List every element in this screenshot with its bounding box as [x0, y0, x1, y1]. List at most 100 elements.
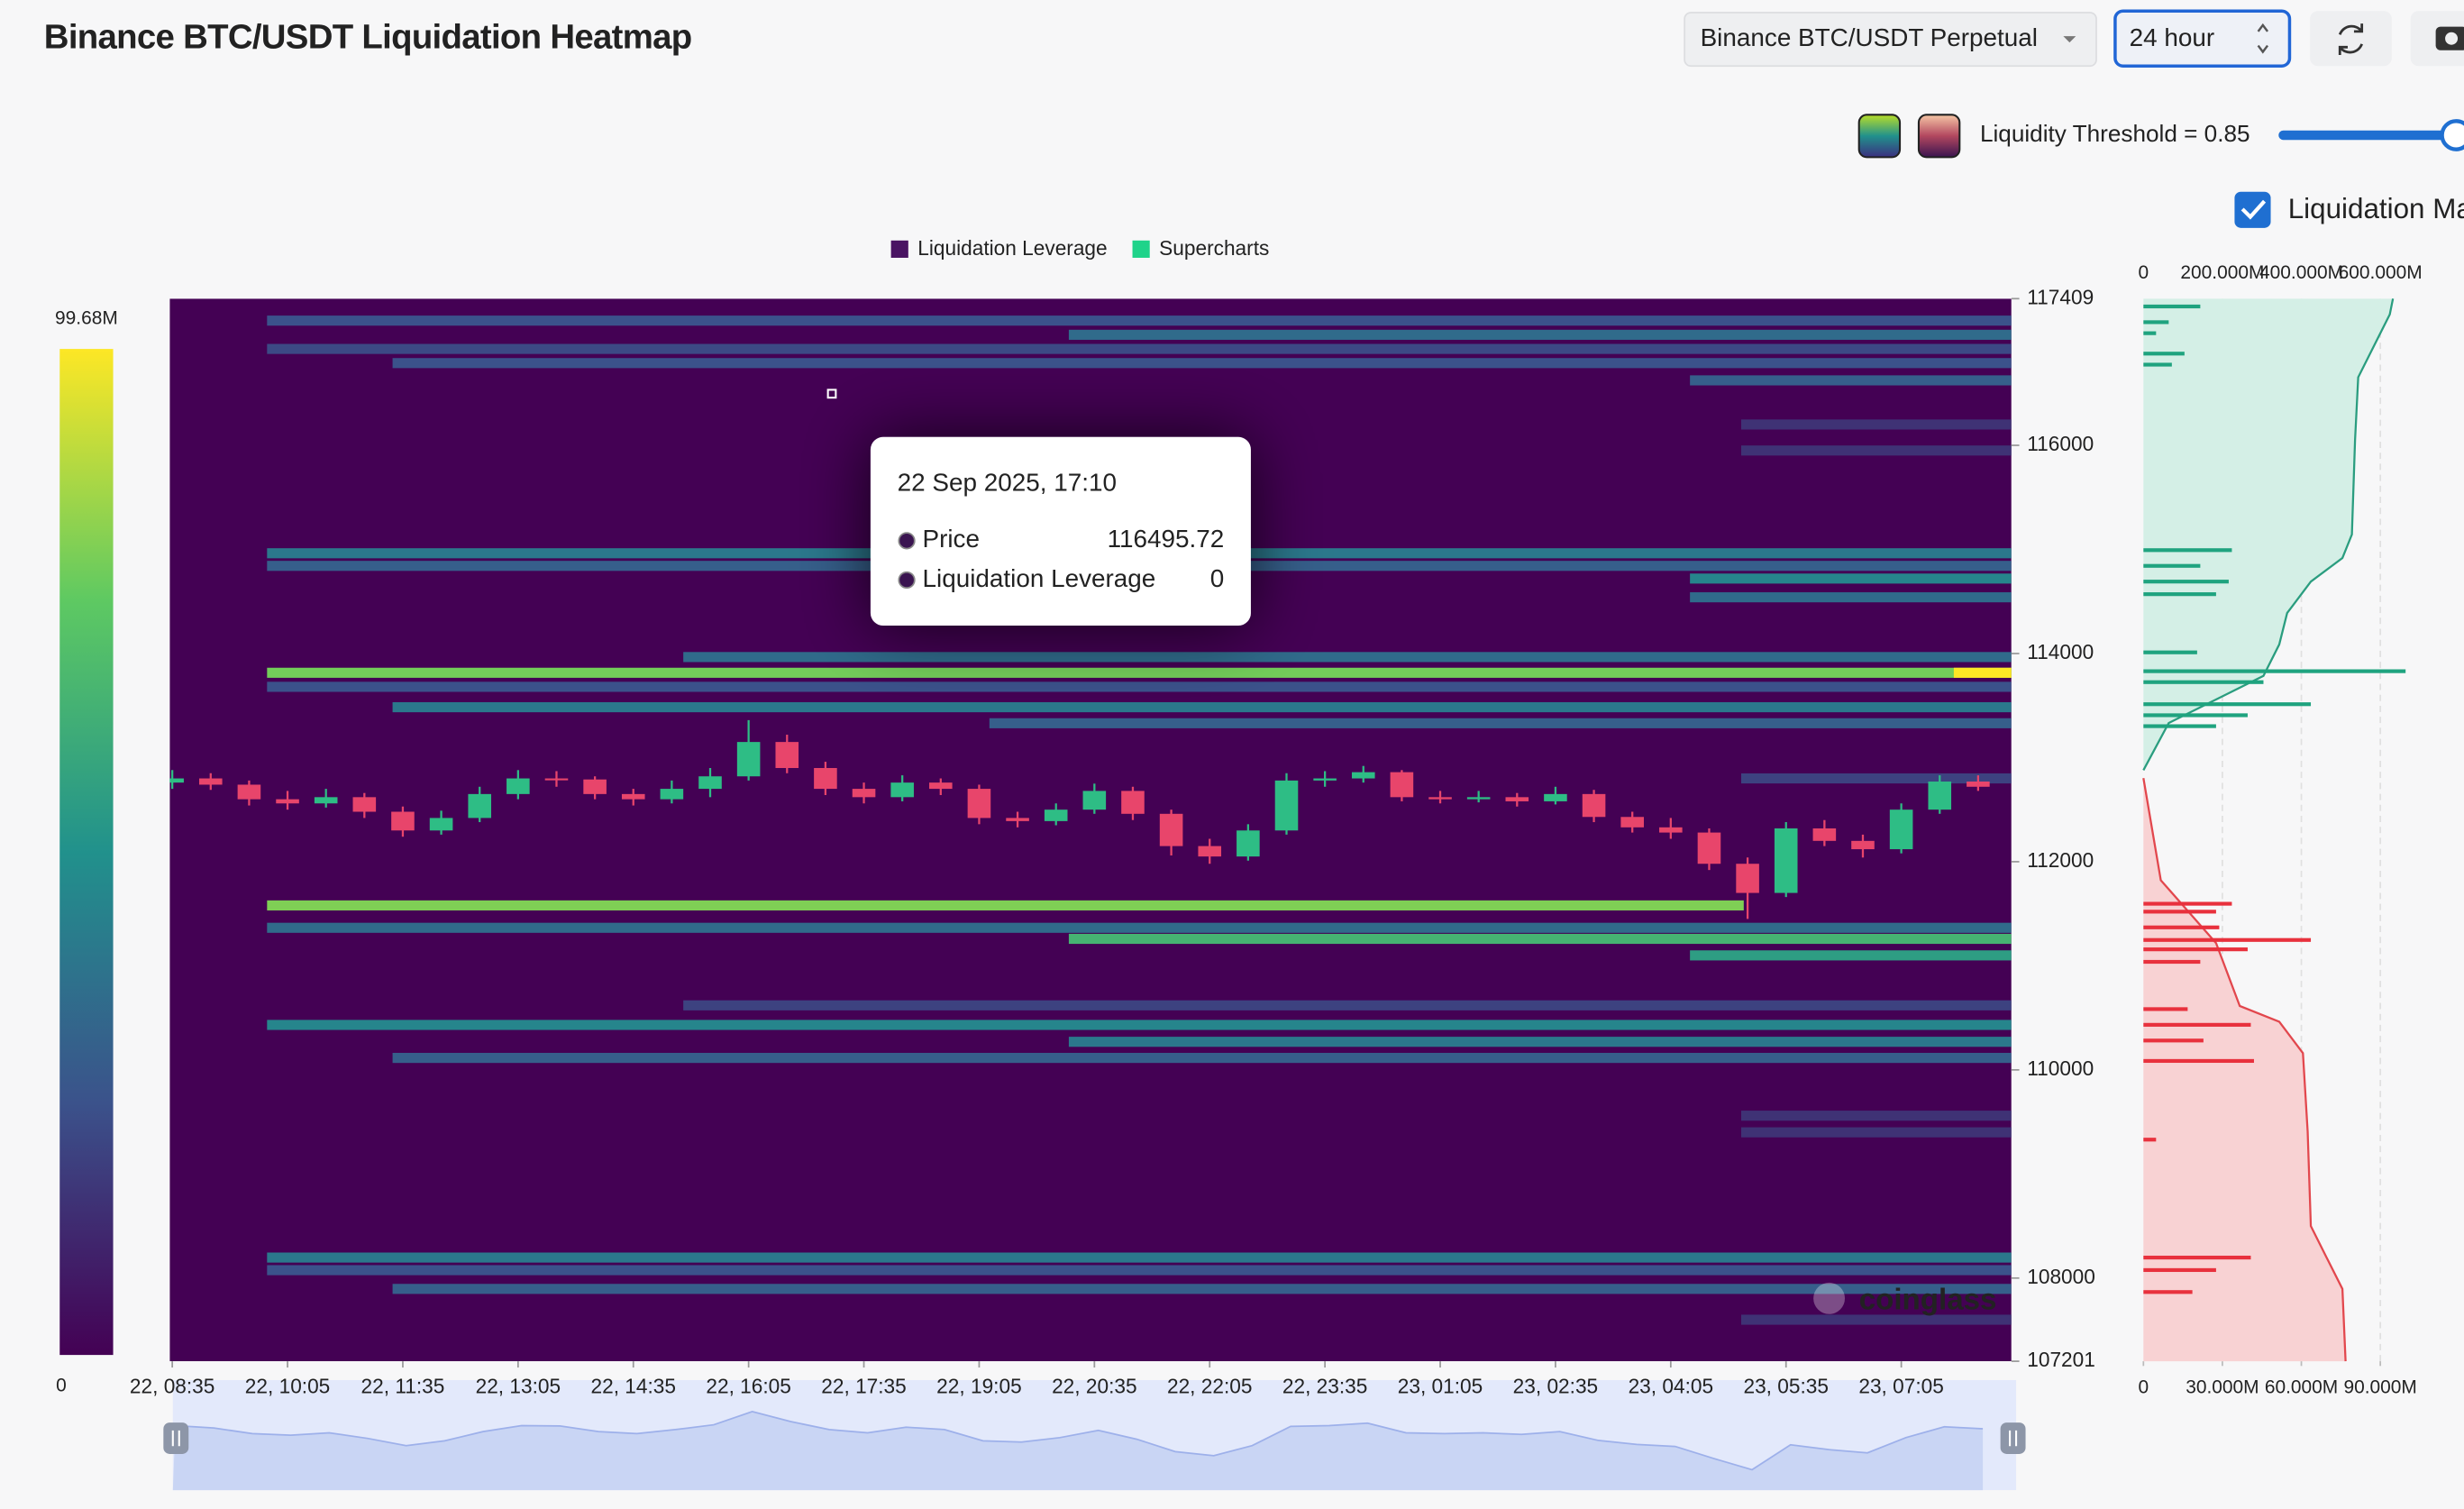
- button-box[interactable]: [2310, 11, 2392, 67]
- heat-band: [1953, 667, 2012, 678]
- liquidation-bar: [2143, 1022, 2251, 1027]
- tooltip-dot: [898, 571, 916, 590]
- liquidation-bar: [2143, 910, 2216, 914]
- x2-tick-label: 400.000M: [2259, 262, 2343, 283]
- tooltip-row-value: 116495.72: [1108, 525, 1225, 553]
- heat-band: [1068, 329, 2012, 340]
- candle-body: [736, 742, 761, 777]
- liquidation-bar: [2143, 1290, 2193, 1294]
- liquidation-bar: [2143, 1007, 2188, 1011]
- colormap-option[interactable]: [1917, 114, 1961, 159]
- candle-body: [660, 789, 684, 800]
- select-box[interactable]: [2113, 9, 2292, 68]
- heat-band: [1740, 419, 2012, 430]
- x-tick-label: 23, 02:35: [1513, 1375, 1598, 1398]
- tooltip: 22 Sep 2025, 17:10 Price 116495.72 Liqui…: [870, 436, 1251, 626]
- liquidation-bar: [2143, 580, 2229, 584]
- candle-body: [1967, 782, 1990, 787]
- heat-band: [1690, 573, 2012, 584]
- y-tick-label: 108000: [2027, 1265, 2095, 1288]
- candle-body: [698, 776, 722, 790]
- candle-body: [1159, 813, 1183, 846]
- handle-grip: [2009, 1430, 2018, 1447]
- heat-band: [267, 1020, 2012, 1030]
- slider-knob[interactable]: [2440, 119, 2464, 151]
- checkbox[interactable]: [2234, 191, 2271, 228]
- candle-body: [929, 782, 953, 790]
- heat-band: [267, 343, 2012, 354]
- candle-body: [1351, 772, 1375, 779]
- heat-band: [267, 667, 2012, 678]
- slider-track[interactable]: [2278, 130, 2459, 141]
- caret-icon: [2063, 36, 2076, 43]
- refresh-button[interactable]: [2310, 11, 2392, 67]
- candle-body: [1390, 772, 1414, 798]
- x-tick-label: 22, 11:35: [361, 1375, 445, 1398]
- cumulative-area: [2143, 298, 2394, 771]
- candle-body: [1274, 780, 1299, 831]
- x-tick-label: 30.000M: [2186, 1376, 2259, 1397]
- heat-band: [1690, 592, 2012, 603]
- screenshot-button[interactable]: [2410, 11, 2464, 67]
- liquidation-bar: [2143, 331, 2157, 335]
- x-tick-label: 23, 05:35: [1743, 1375, 1828, 1398]
- candle-body: [1121, 791, 1145, 814]
- select-box[interactable]: [1684, 12, 2097, 68]
- candle-body: [1659, 827, 1683, 833]
- legend-label: Liquidation Leverage: [917, 236, 1107, 260]
- heat-band: [1740, 773, 2012, 784]
- candle-body: [775, 742, 799, 768]
- candle-body: [1237, 830, 1260, 857]
- x-tick-label: 22, 17:35: [821, 1375, 906, 1398]
- candle-body: [391, 811, 415, 831]
- liquidation-bar: [2143, 548, 2232, 553]
- cumulative-line: [2142, 298, 2395, 771]
- x-tick-label: 60.000M: [2265, 1376, 2338, 1397]
- colormap-option[interactable]: [1857, 114, 1902, 159]
- liquidation-bar: [2143, 1267, 2216, 1273]
- liquidation-bar: [2143, 1138, 2157, 1142]
- liquidation-bar: [2143, 304, 2201, 309]
- navigator-handle[interactable]: [163, 1422, 189, 1454]
- candle-body: [1505, 797, 1529, 801]
- navigator-handle[interactable]: [2000, 1422, 2026, 1454]
- heat-band: [267, 316, 2012, 326]
- colorbar: [59, 349, 114, 1356]
- heat-band: [392, 1053, 2012, 1064]
- legend-swatch: [1132, 240, 1150, 258]
- y-tick-label: 117409: [2027, 285, 2094, 308]
- camera-lens: [2445, 32, 2459, 45]
- x-tick-label: 90.000M: [2343, 1376, 2416, 1397]
- heat-band: [267, 900, 1744, 910]
- heat-band: [1068, 933, 2012, 945]
- select-text: 24 hour: [2130, 23, 2215, 51]
- navigator-line: [175, 1410, 1984, 1471]
- heat-band: [683, 1000, 2012, 1011]
- threshold-slider[interactable]: [2278, 119, 2464, 151]
- liquidation-bar: [2143, 702, 2312, 707]
- spinner-icon: [2257, 23, 2269, 54]
- heat-band: [392, 1284, 2012, 1294]
- liquidation-bar: [2143, 669, 2406, 673]
- x-tick-label: 22, 19:05: [936, 1375, 1021, 1398]
- tooltip-title: 22 Sep 2025, 17:10: [898, 468, 1117, 496]
- x-tick-label: 22, 08:35: [130, 1375, 214, 1398]
- colorbar-label: 0: [56, 1376, 67, 1396]
- candle-body: [237, 784, 261, 800]
- liquidation-bar: [2143, 320, 2169, 325]
- x-tick-label: 22, 13:05: [476, 1375, 561, 1398]
- x2-tick-label: 0: [2138, 262, 2149, 283]
- y-tick-label: 116000: [2027, 432, 2094, 455]
- heat-band: [1740, 1127, 2012, 1138]
- candle-body: [169, 778, 184, 783]
- map-checkbox[interactable]: Liquidation Map: [2234, 191, 2464, 228]
- colorbar-label: 99.68M: [55, 308, 118, 329]
- liquidation-bar: [2143, 592, 2216, 597]
- exchange-select[interactable]: Binance BTC/USDT Perpetual: [1684, 12, 2097, 68]
- candle-body: [1812, 828, 1837, 841]
- candle-body: [1736, 864, 1759, 893]
- x-tick-label: 22, 16:05: [706, 1375, 790, 1398]
- candle-body: [276, 799, 299, 804]
- candle-body: [1544, 793, 1567, 801]
- interval-select[interactable]: 24 hour: [2113, 9, 2292, 68]
